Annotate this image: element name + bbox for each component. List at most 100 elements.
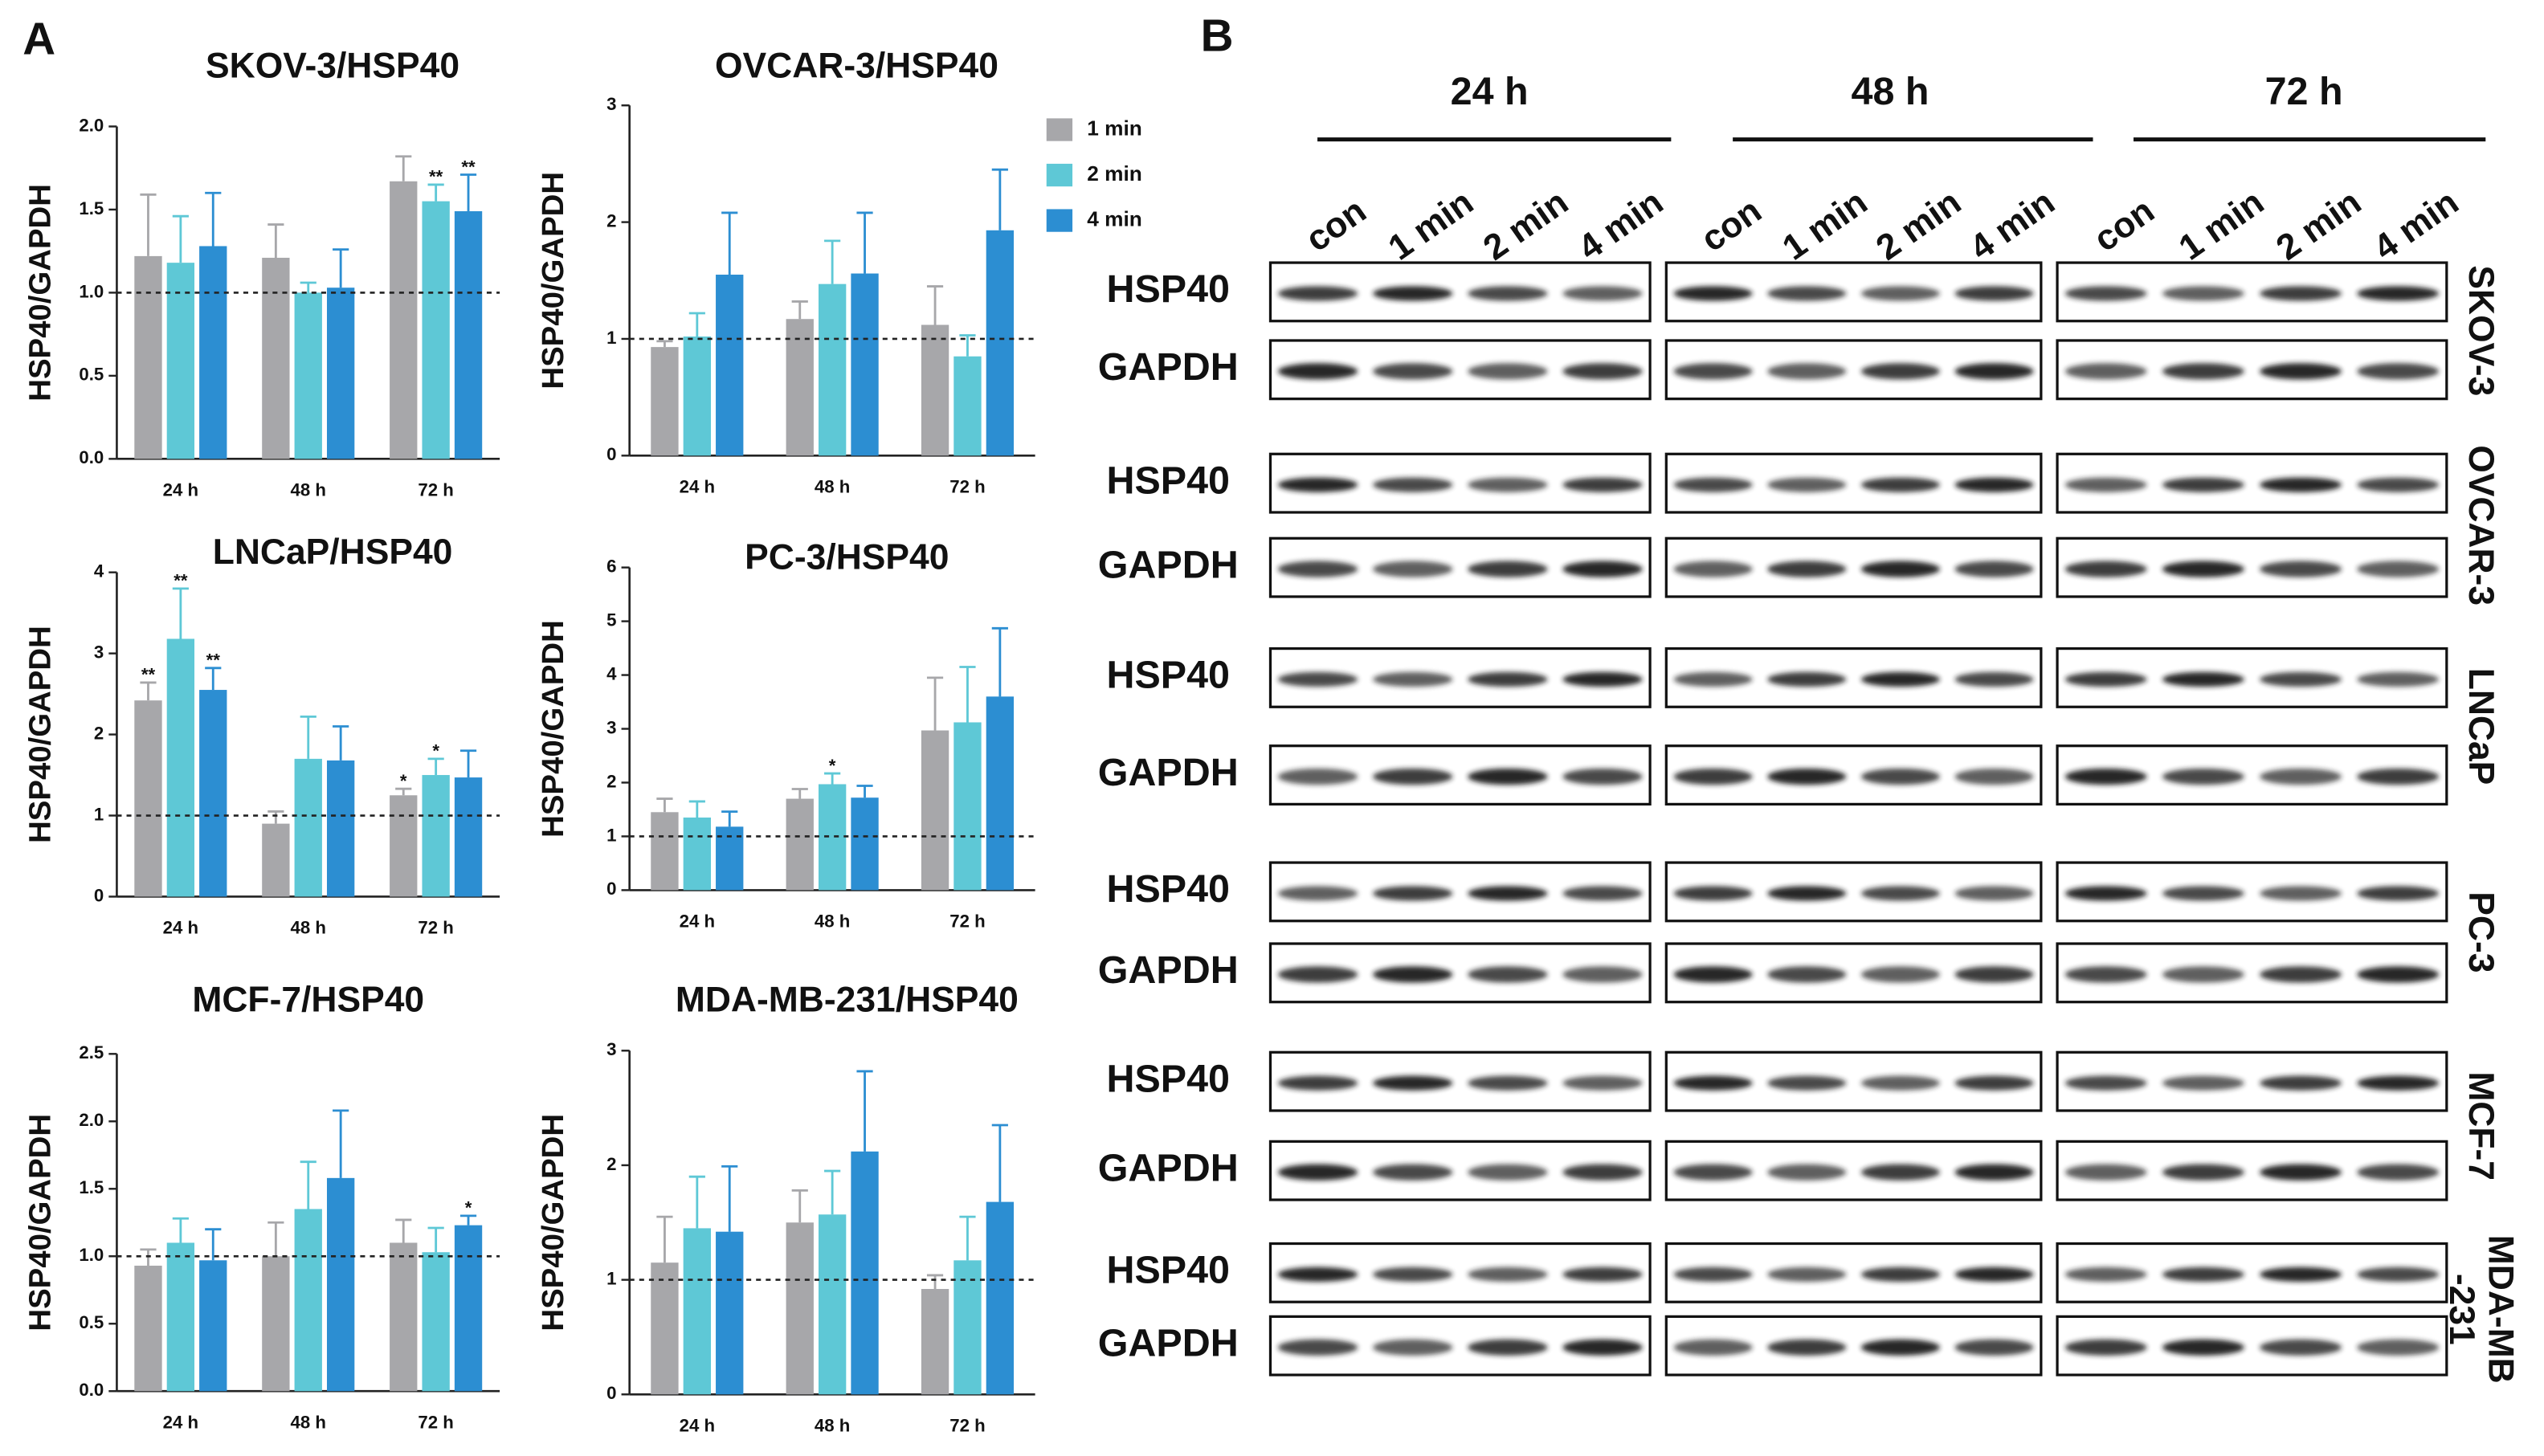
band	[2260, 1164, 2342, 1181]
error-bar	[459, 1214, 477, 1226]
band	[1468, 477, 1548, 492]
cell-line-label-line: SKOV-3	[2461, 265, 2501, 396]
band	[2064, 1266, 2147, 1282]
error-bar	[395, 155, 412, 181]
band	[1673, 1164, 1753, 1181]
y-tick-label: 2.0	[79, 115, 104, 135]
cell-line-label-line: MCF-7	[2461, 1071, 2501, 1181]
band	[1468, 671, 1548, 687]
band	[1562, 886, 1643, 901]
error-bar	[300, 1160, 316, 1209]
band	[1860, 477, 1940, 492]
lane-label: 1 min	[2172, 182, 2271, 268]
bar	[921, 1289, 949, 1395]
band	[1468, 768, 1548, 785]
band	[1373, 1339, 1453, 1356]
band	[2357, 363, 2440, 380]
band	[1562, 286, 1643, 301]
bar	[390, 181, 418, 459]
bar	[166, 1242, 195, 1392]
band	[1277, 1164, 1358, 1181]
x-tick-label: 72 h	[418, 1412, 453, 1432]
bar	[199, 690, 227, 897]
x-tick-label: 72 h	[949, 1416, 985, 1436]
y-axis-label: HSP40/GAPDH	[23, 184, 58, 402]
y-tick-label: 0	[606, 1383, 616, 1403]
band	[1767, 1075, 1847, 1091]
x-tick-label: 72 h	[418, 918, 453, 938]
y-tick-label: 3	[606, 1039, 616, 1059]
band	[1954, 561, 2034, 577]
band	[1767, 1164, 1847, 1181]
band	[1468, 286, 1548, 301]
error-bar	[333, 248, 349, 288]
x-tick-label: 24 h	[163, 1412, 198, 1432]
band	[1277, 1339, 1358, 1356]
bar	[326, 1177, 355, 1392]
band	[1673, 1266, 1753, 1282]
y-tick-label: 3	[606, 94, 616, 114]
y-tick-label: 0.0	[79, 1380, 104, 1400]
band	[1562, 1339, 1643, 1356]
legend-label: 1 min	[1087, 116, 1142, 140]
bar	[454, 211, 483, 459]
band	[1767, 671, 1847, 687]
band	[1767, 886, 1847, 901]
significance-label: **	[206, 651, 221, 671]
error-bar	[656, 340, 673, 348]
bar	[986, 230, 1015, 456]
error-bar	[721, 211, 738, 275]
bar	[786, 319, 814, 456]
bar	[851, 1151, 879, 1395]
band	[1954, 1075, 2034, 1091]
band	[1860, 363, 1940, 380]
y-tick-label: 1	[606, 825, 616, 845]
band	[2162, 1164, 2244, 1181]
bar	[422, 201, 450, 459]
band	[1277, 1075, 1358, 1091]
band	[1860, 1339, 1940, 1356]
band	[1468, 1164, 1548, 1181]
error-bar	[459, 749, 477, 778]
band	[1673, 768, 1753, 785]
bar	[262, 1256, 290, 1392]
bar	[818, 1214, 847, 1395]
row-label: GAPDH	[1098, 1146, 1239, 1189]
band	[1954, 1339, 2034, 1356]
row-label: GAPDH	[1098, 345, 1239, 389]
x-tick-label: 24 h	[680, 912, 715, 932]
bar	[199, 246, 227, 459]
error-bar	[721, 1164, 738, 1232]
band	[1562, 768, 1643, 785]
band	[1673, 363, 1753, 380]
y-tick-label: 4	[606, 663, 617, 683]
y-tick-label: 1.0	[79, 281, 104, 301]
x-tick-label: 24 h	[163, 480, 198, 500]
band	[1562, 1075, 1643, 1091]
lane-label: 4 min	[1571, 182, 1670, 268]
band	[2162, 363, 2244, 380]
band	[1373, 768, 1453, 785]
error-bar	[959, 334, 976, 357]
band	[1767, 1266, 1847, 1282]
band	[1373, 671, 1453, 687]
band	[2260, 1075, 2342, 1091]
band	[2162, 1266, 2244, 1282]
band	[2064, 561, 2147, 577]
band	[1673, 1075, 1753, 1091]
band	[2162, 1339, 2244, 1356]
error-bar	[856, 211, 873, 274]
band	[2162, 477, 2244, 492]
error-bar	[333, 1109, 349, 1178]
row-label: HSP40	[1106, 1249, 1230, 1292]
chart-title: LNCaP/HSP40	[213, 532, 453, 572]
y-tick-label: 2	[606, 771, 616, 791]
error-bar	[991, 168, 1008, 230]
cell-line-label: SKOV-3	[2461, 265, 2501, 396]
bar	[651, 1262, 679, 1395]
legend-swatch	[1046, 118, 1073, 141]
bar	[134, 1266, 162, 1392]
y-tick-label: 0	[606, 444, 616, 464]
band	[2064, 1164, 2147, 1181]
